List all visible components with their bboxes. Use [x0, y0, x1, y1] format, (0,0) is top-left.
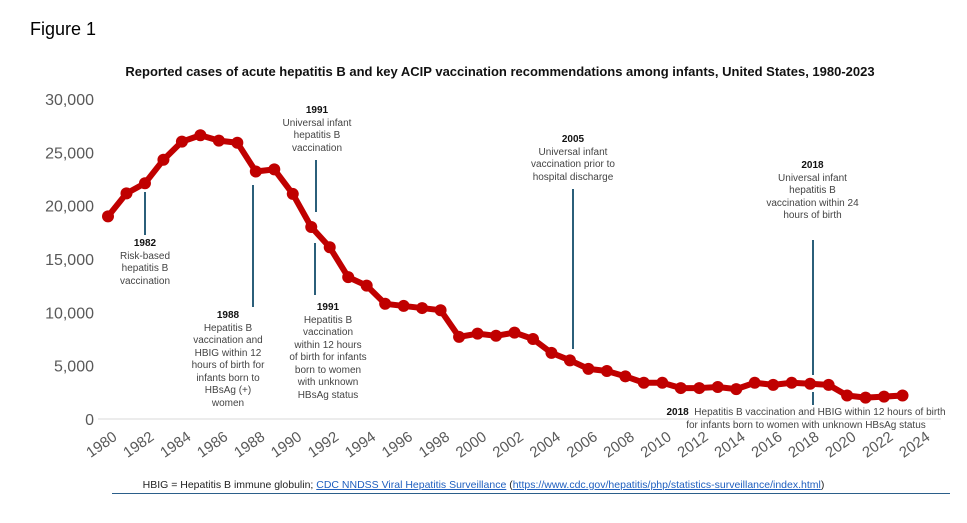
- x-tick-label: 1982: [120, 428, 157, 461]
- annotation-1991-unknown-status: 1991 Hepatitis B vaccination within 12 ho…: [289, 302, 367, 401]
- x-tick-label: 2012: [674, 428, 711, 461]
- x-tick-label: 2018: [785, 428, 822, 461]
- x-tick-label: 2016: [748, 428, 785, 461]
- y-tick-label: 10,000: [45, 305, 94, 322]
- data-point-1994: [360, 279, 373, 292]
- data-point-2015: [748, 376, 761, 389]
- data-point-1995: [379, 297, 392, 310]
- hbig-definition: HBIG = Hepatitis B immune globulin;: [142, 479, 317, 491]
- data-point-2018: [804, 377, 817, 390]
- data-point-2012: [693, 382, 706, 395]
- x-tick-label: 1992: [305, 428, 342, 461]
- surveillance-url-link[interactable]: https://www.cdc.gov/hepatitis/php/statis…: [512, 479, 821, 491]
- x-tick-label: 1994: [342, 428, 379, 461]
- x-tick-label: 2022: [859, 428, 896, 461]
- data-point-2002: [508, 326, 521, 339]
- y-tick-label: 25,000: [45, 145, 94, 162]
- data-point-2008: [619, 370, 632, 383]
- data-point-1998: [434, 304, 447, 317]
- data-point-1999: [453, 330, 466, 343]
- y-tick-label: 30,000: [45, 92, 94, 109]
- data-point-1987: [231, 136, 244, 149]
- x-tick-label: 2008: [601, 428, 638, 461]
- data-point-1981: [120, 187, 133, 200]
- y-tick-label: 5,000: [54, 359, 94, 376]
- x-tick-label: 1988: [231, 428, 268, 461]
- data-point-2003: [526, 333, 539, 345]
- y-tick-label: 15,000: [45, 252, 94, 269]
- data-point-1997: [416, 302, 429, 315]
- data-point-1989: [268, 163, 281, 176]
- x-tick-label: 1996: [379, 428, 416, 461]
- data-point-2006: [582, 362, 595, 375]
- y-tick-label: 20,000: [45, 199, 94, 216]
- x-tick-label: 1998: [416, 428, 453, 461]
- data-point-2014: [730, 383, 743, 396]
- x-tick-label: 2010: [638, 428, 675, 461]
- data-point-1992: [323, 241, 336, 254]
- data-point-1984: [175, 135, 188, 148]
- data-point-2016: [767, 378, 780, 391]
- data-point-1980: [102, 210, 114, 223]
- x-tick-label: 2002: [490, 428, 527, 461]
- data-point-1985: [194, 129, 207, 142]
- annotation-1991-universal: 1991 Universal infant hepatitis B vaccina…: [282, 105, 352, 154]
- surveillance-link[interactable]: CDC NNDSS Viral Hepatitis Surveillance: [316, 479, 507, 491]
- data-point-2017: [785, 376, 798, 389]
- data-point-2022: [878, 390, 891, 403]
- data-point-2013: [711, 381, 724, 393]
- data-point-2001: [490, 329, 503, 342]
- data-point-2023: [896, 389, 909, 402]
- data-point-2007: [600, 365, 613, 377]
- x-tick-label: 1986: [194, 428, 231, 461]
- annotation-2018-hbig: 2018 Hepatitis B vaccination and HBIG wi…: [666, 407, 946, 431]
- data-point-2011: [674, 382, 687, 395]
- annotation-1982: 1982 Risk-based hepatitis B vaccination: [119, 238, 171, 287]
- data-point-1990: [286, 187, 299, 200]
- annotation-1988: 1988 Hepatitis B vaccination and HBIG wit…: [191, 310, 265, 409]
- chart-title: Reported cases of acute hepatitis B and …: [125, 64, 875, 79]
- x-tick-label: 2004: [527, 428, 564, 461]
- y-tick-label: 0: [85, 412, 94, 429]
- data-point-2005: [563, 354, 576, 367]
- x-tick-label: 1984: [157, 428, 194, 461]
- footer-note: HBIG = Hepatitis B immune globulin; CDC …: [0, 479, 967, 491]
- x-tick-label: 2006: [564, 428, 601, 461]
- data-point-1996: [397, 299, 410, 312]
- data-point-2004: [545, 346, 558, 359]
- x-tick-label: 2024: [896, 428, 933, 461]
- paren: ): [820, 479, 825, 491]
- data-point-2021: [859, 391, 872, 404]
- paren: (: [506, 479, 513, 491]
- annotation-2018-24h: 2018 Universal infant hepatitis B vaccina…: [766, 160, 859, 221]
- data-point-1993: [342, 271, 355, 284]
- figure-label: Figure 1: [30, 19, 97, 39]
- data-point-2020: [841, 389, 854, 402]
- annotation-2005: 2005 Universal infant vaccination prior t…: [531, 134, 615, 183]
- x-tick-label: 2020: [822, 428, 859, 461]
- data-point-2009: [637, 376, 650, 389]
- data-point-2010: [656, 376, 669, 389]
- data-point-1983: [157, 153, 170, 166]
- data-point-1991: [305, 221, 318, 233]
- x-tick-label: 1980: [83, 428, 120, 461]
- data-point-2000: [471, 327, 484, 340]
- footer-divider: [112, 493, 950, 494]
- x-tick-label: 1990: [268, 428, 305, 461]
- data-point-1988: [249, 165, 262, 178]
- data-point-1982: [138, 177, 151, 190]
- x-tick-label: 2014: [711, 428, 748, 461]
- data-point-2019: [822, 378, 835, 391]
- data-point-1986: [212, 134, 225, 147]
- x-tick-label: 2000: [453, 428, 490, 461]
